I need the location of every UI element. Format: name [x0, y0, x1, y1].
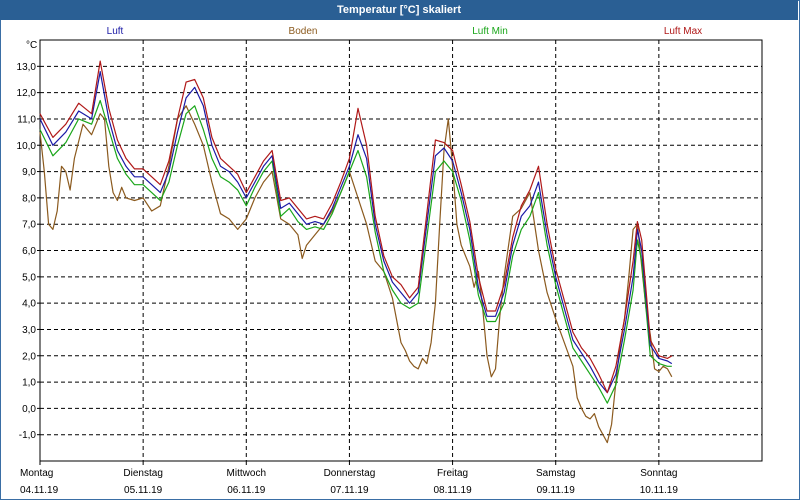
y-tick-label: 2,0 [22, 351, 36, 362]
x-tick-date: 04.11.19 [20, 485, 59, 496]
x-tick-date: 05.11.19 [124, 485, 163, 496]
x-tick-date: 09.11.19 [537, 485, 576, 496]
y-tick-label: 6,0 [22, 246, 36, 257]
y-axis-unit: °C [26, 40, 37, 51]
y-tick-label: 0,0 [22, 404, 36, 415]
y-tick-label: 9,0 [22, 167, 36, 178]
x-tick-weekday: Samstag [536, 468, 575, 479]
y-tick-label: 5,0 [22, 272, 36, 283]
legend-item: Luft Min [472, 26, 508, 37]
y-tick-label: 1,0 [22, 378, 36, 389]
series-lines [39, 60, 673, 444]
y-tick-label: 8,0 [22, 193, 36, 204]
x-tick-weekday: Dienstag [123, 468, 162, 479]
y-tick-label: 13,0 [17, 62, 37, 73]
series-line-luft-min [39, 99, 672, 404]
x-tick-date: 08.11.19 [433, 485, 472, 496]
legend-item: Luft [107, 26, 124, 37]
x-tick-weekday: Freitag [437, 468, 468, 479]
series-line-boden [39, 105, 673, 444]
x-tick-date: 10.11.19 [640, 485, 679, 496]
series-line-luft-max [39, 60, 673, 394]
x-axis-ticks: Montag 04.11.19 Dienstag 05.11.19 Mittwoch 06… [20, 461, 678, 496]
legend-item: Luft Max [664, 26, 702, 37]
x-tick-date: 07.11.19 [330, 485, 369, 496]
y-tick-label: 12,0 [17, 88, 37, 99]
x-tick-weekday: Mittwoch [227, 468, 266, 479]
y-tick-label: 4,0 [22, 299, 36, 310]
x-tick-weekday: Donnerstag [324, 468, 376, 479]
window-title: Temperatur [°C] skaliert [0, 0, 798, 20]
y-axis-ticks: 13,0 12,0 11,0 10,0 9,0 8,0 7,0 6,0 5,0 4,0 3,0 2,0… [17, 62, 40, 441]
y-tick-label: -1,0 [19, 430, 37, 441]
series-line-luft [39, 70, 673, 394]
y-tick-label: 7,0 [22, 220, 36, 231]
y-tick-label: 11,0 [17, 114, 36, 125]
y-tick-label: 3,0 [22, 325, 36, 336]
x-tick-weekday: Montag [20, 468, 53, 479]
x-tick-weekday: Sonntag [640, 468, 677, 479]
y-tick-label: 10,0 [17, 141, 37, 152]
x-tick-date: 06.11.19 [227, 485, 266, 496]
legend: Luft Boden Luft Min Luft Max [107, 26, 703, 37]
grid-lines [40, 40, 762, 461]
legend-item: Boden [289, 26, 318, 37]
